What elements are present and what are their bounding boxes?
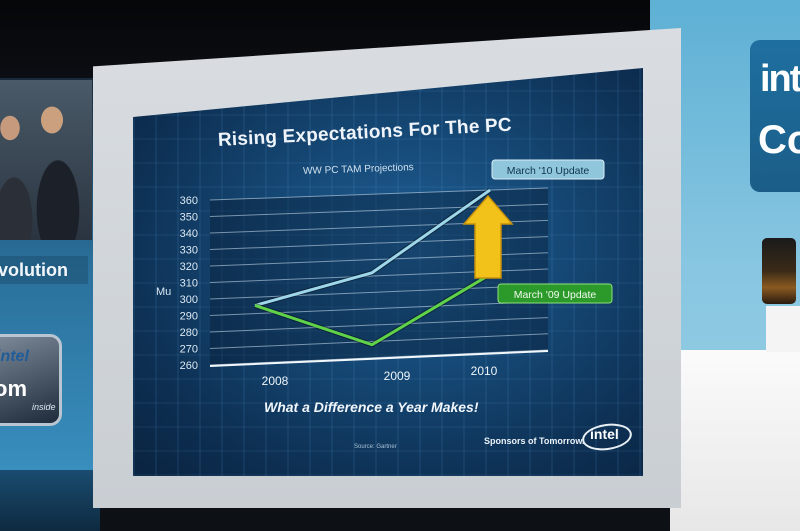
slide-source: Source: Gartner (354, 444, 397, 450)
stage-floor (100, 508, 670, 531)
intel-logo-text: intel (590, 426, 619, 442)
podium-top (766, 306, 800, 352)
slide-tagline: What a Difference a Year Makes! (264, 399, 479, 415)
sign-line-1: inte (760, 58, 800, 100)
badge-product: om (0, 376, 27, 401)
audience-people-photo (0, 80, 92, 240)
sponsors-text: Sponsors of Tomorrow. (484, 436, 585, 446)
badge-suffix: inside (32, 402, 56, 412)
left-floor (0, 470, 100, 531)
sign-line-2: Co (758, 118, 800, 162)
intel-atom-badge (0, 334, 62, 426)
award-trophy (762, 238, 796, 304)
intel-core-sign (750, 40, 800, 192)
left-banner-text: volution (0, 256, 88, 284)
badge-brand: intel (0, 348, 29, 365)
podium (666, 350, 800, 531)
